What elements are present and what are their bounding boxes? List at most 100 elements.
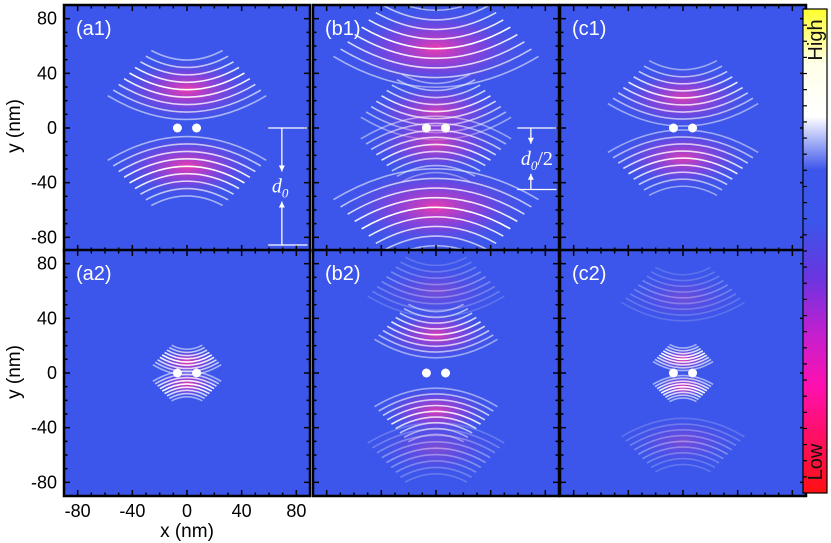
fringe-arc <box>164 386 210 395</box>
y-tick-label: -40 <box>31 418 57 438</box>
source-dot <box>688 368 698 378</box>
fringe-arc <box>658 354 708 363</box>
fringe-arc <box>166 349 208 357</box>
lobe-glow <box>371 419 501 477</box>
fringe-arc <box>123 158 251 178</box>
fringe-arc <box>638 70 728 85</box>
fringe-arc <box>660 352 706 361</box>
fringe-arc <box>112 143 262 167</box>
fringe-arc <box>612 97 754 120</box>
fringe-arc <box>617 92 749 113</box>
fringe-arc <box>157 359 217 370</box>
fringe-arc <box>152 370 222 383</box>
fringe-arc <box>340 48 532 79</box>
fringe-arc <box>391 157 481 172</box>
lobe-fringes <box>152 370 222 402</box>
fringe-arc <box>154 373 220 385</box>
fringe-arc <box>407 303 465 313</box>
fringe-arc <box>625 297 741 316</box>
fringe-arc <box>638 171 728 186</box>
fringe-arc <box>107 94 267 121</box>
lobe-fringes <box>652 343 714 372</box>
fringe-arc <box>648 185 718 196</box>
fringe-arc <box>650 457 716 469</box>
fringe-arc <box>374 387 498 408</box>
fringe-arc <box>386 447 486 464</box>
colorbar-ticks <box>803 8 807 494</box>
fringe-arc <box>161 354 213 363</box>
fringe-arc <box>161 383 213 392</box>
fringe-arc <box>400 466 472 478</box>
fringe-arc <box>617 143 749 164</box>
fringe-arc <box>378 393 494 412</box>
source-dot <box>421 368 431 378</box>
fringe-arc <box>667 345 699 352</box>
panel-ticks <box>560 250 806 496</box>
colorbar-low-label: Low <box>805 443 827 480</box>
fringe-arc <box>638 284 728 299</box>
panel-label-a1: (a1) <box>76 18 112 40</box>
lobe-fringes <box>374 303 498 359</box>
panel-b1: (b1) d0/2 <box>311 3 561 253</box>
lobe-glow <box>371 262 501 320</box>
fringe-arc <box>656 380 710 390</box>
fringe-arc <box>667 394 699 401</box>
fringe-arc <box>129 72 245 91</box>
panel-b2: (b2) <box>311 248 561 498</box>
fringe-arc <box>662 350 704 358</box>
source-dot <box>192 368 202 378</box>
source-dot <box>421 123 431 133</box>
fringe-arc <box>361 26 511 50</box>
fringe-arc <box>354 33 518 60</box>
fringe-arc <box>390 271 482 286</box>
lobe-fringes <box>333 168 539 251</box>
panel-a2: (a2) <box>62 248 312 498</box>
fringe-arc <box>150 195 224 207</box>
fringe-arc <box>391 410 481 425</box>
colorbar: High Low <box>802 8 828 494</box>
panel-a1: (a1) d0 <box>62 3 312 253</box>
fringe-arc <box>368 216 504 237</box>
fringe-arc <box>401 73 471 85</box>
fringe-arc <box>612 136 754 159</box>
fringe-arc <box>378 334 494 353</box>
fringe-arc <box>361 206 511 230</box>
source-dot <box>441 123 451 133</box>
fringe-arc <box>404 256 468 267</box>
panel-c1: (c1) <box>558 3 808 253</box>
fringe-arc <box>374 338 498 359</box>
lobe-glow <box>624 415 742 468</box>
fringe-arc <box>371 428 501 449</box>
fringe-arc <box>386 275 486 292</box>
fringe-arc <box>145 187 229 201</box>
fringe-arc <box>662 388 704 396</box>
fringe-arc <box>654 377 712 388</box>
x-axis-label: x (nm) <box>160 521 214 542</box>
fringe-arc <box>621 417 745 438</box>
y-tick-label: 0 <box>47 118 57 138</box>
fringe-arc <box>112 89 262 113</box>
source-dot <box>441 368 451 378</box>
fringe-arc <box>157 376 217 387</box>
fringe-arc <box>629 429 737 447</box>
fringe-arc <box>375 11 497 31</box>
x-tick-label: 80 <box>286 501 306 521</box>
fringe-arc <box>629 292 737 311</box>
fringe-arc <box>140 61 234 76</box>
fringe-arc <box>382 329 490 347</box>
fringe-arc <box>622 150 744 170</box>
fringe-arc <box>376 434 496 454</box>
fringe-arc <box>395 460 477 473</box>
fringe-arc <box>375 136 497 156</box>
source-dot <box>172 368 182 378</box>
fringe-arc <box>354 196 518 223</box>
panel-label-b1: (b1) <box>325 18 361 40</box>
fringe-arc <box>134 66 240 83</box>
fringe-arc <box>648 60 718 71</box>
fringe-arc <box>622 86 744 106</box>
fringe-arc <box>664 348 702 355</box>
fringe-arc <box>656 356 710 366</box>
fringe-arc <box>347 187 525 215</box>
source-dot <box>668 123 678 133</box>
y-tick-label: -40 <box>31 173 57 193</box>
